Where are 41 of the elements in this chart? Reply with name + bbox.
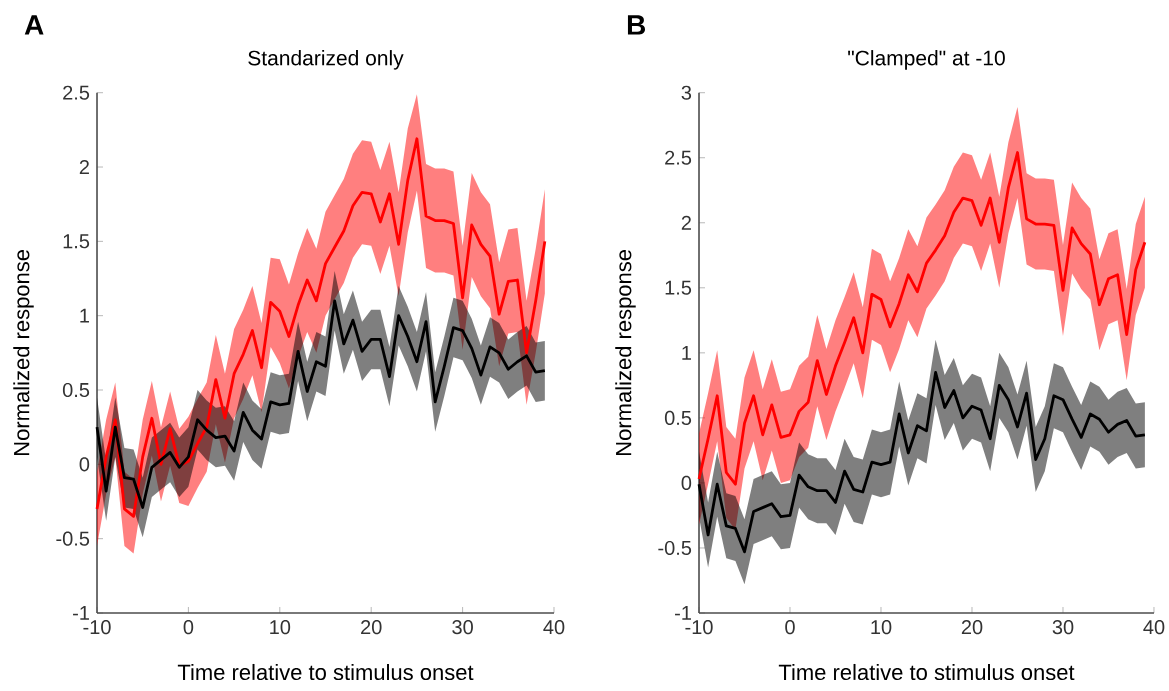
- x-tick-label: -10: [83, 620, 111, 635]
- x-tick-label: 30: [452, 620, 473, 635]
- y-tick-label: 1.5: [665, 280, 692, 295]
- y-axis-title: Normalized response: [13, 249, 34, 455]
- y-tick-label: -1: [73, 606, 89, 620]
- x-tick-label: 0: [183, 620, 194, 635]
- y-tick-label: 2: [79, 160, 89, 175]
- x-tick-label: 40: [543, 620, 565, 635]
- y-tick-label: 2: [681, 215, 691, 230]
- y-tick-label: -0.5: [56, 531, 90, 546]
- chart-title: "Clamped" at -10: [848, 50, 1005, 70]
- y-tick-label: 1: [80, 308, 89, 323]
- text: A: [24, 15, 44, 35]
- line-series: [95, 137, 547, 518]
- line-series: [697, 151, 1147, 486]
- x-tick-label: 20: [361, 620, 382, 635]
- y-tick-label: 3: [681, 85, 692, 100]
- line-series: [697, 370, 1147, 554]
- y-tick-label: 0.5: [664, 410, 692, 425]
- chart-title: Standarized only: [248, 50, 404, 70]
- y-tick-label: 1.5: [63, 234, 90, 249]
- y-tick-label: 0: [681, 475, 692, 490]
- y-tick-label: 1: [682, 345, 691, 360]
- y-axis-title: Normalized response: [615, 249, 636, 455]
- y-tick-label: 2.5: [63, 85, 90, 100]
- y-tick-label: 2.5: [665, 150, 692, 165]
- x-axis-title: Time relative to stimulus onset: [177, 663, 474, 681]
- x-tick-label: -10: [685, 620, 713, 635]
- y-tick-label: 0: [79, 457, 90, 472]
- x-tick-label: 30: [1052, 620, 1074, 635]
- x-axis-title: Time relative to stimulus onset: [778, 663, 1075, 681]
- x-tick-label: 0: [785, 620, 795, 635]
- x-tick-label: 10: [270, 620, 291, 635]
- text: B: [627, 15, 646, 35]
- x-tick-label: 10: [871, 620, 892, 635]
- x-tick-label: 20: [961, 620, 983, 635]
- line-series: [95, 299, 547, 509]
- y-tick-label: -0.5: [658, 540, 692, 556]
- y-tick-label: -1: [675, 606, 691, 620]
- x-tick-label: 40: [1143, 620, 1165, 635]
- y-tick-label: 0.5: [62, 382, 90, 398]
